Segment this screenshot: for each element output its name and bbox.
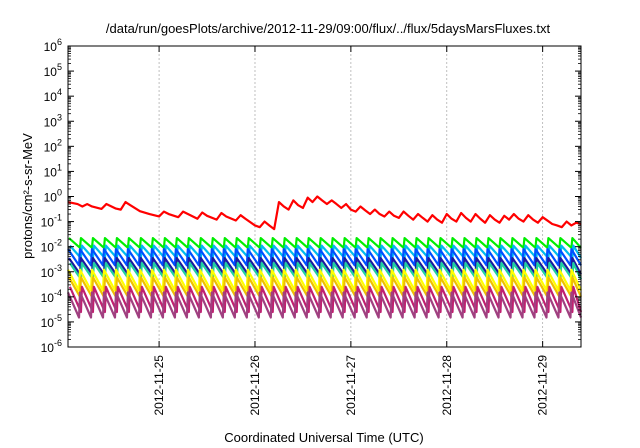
y-tick-label: 102 xyxy=(44,137,62,154)
x-tick-label: 2012-11-27 xyxy=(344,355,358,416)
series-line xyxy=(67,268,582,292)
x-tick-label: 2012-11-25 xyxy=(152,355,166,416)
y-tick-label: 105 xyxy=(44,62,62,79)
y-axis-label: protons/cm²-s-sr-MeV xyxy=(20,133,35,259)
series-line xyxy=(66,291,583,319)
y-tick-label: 103 xyxy=(44,112,62,129)
y-tick-label: 10-4 xyxy=(41,288,62,305)
x-axis-ticks: 2012-11-25 2012-11-26 2012-11-27 2012-11-28… xyxy=(152,46,550,416)
y-tick-label: 10-3 xyxy=(41,263,62,280)
y-tick-label: 100 xyxy=(44,188,62,205)
x-axis-label: Coordinated Universal Time (UTC) xyxy=(224,430,423,445)
series-group xyxy=(66,195,583,319)
y-tick-label: 10-5 xyxy=(41,313,62,330)
y-tick-label: 10-6 xyxy=(41,338,62,355)
series-line xyxy=(68,257,582,276)
series-line xyxy=(67,248,582,267)
y-tick-label: 101 xyxy=(44,162,62,179)
y-tick-label: 104 xyxy=(44,87,62,104)
series-line xyxy=(68,276,583,298)
series-line xyxy=(67,195,582,231)
y-tick-label: 10-2 xyxy=(41,238,62,255)
y-tick-label: 10-1 xyxy=(41,213,62,230)
x-tick-label: 2012-11-29 xyxy=(536,355,550,416)
y-tick-label: 106 xyxy=(44,37,62,54)
series-line xyxy=(68,236,582,249)
x-tick-label: 2012-11-26 xyxy=(248,355,262,416)
y-axis-ticks: 10-6 10-5 10-4 10-3 10-2 10-1 100 101 102 103 104 1… xyxy=(41,37,581,355)
x-tick-label: 2012-11-28 xyxy=(440,355,454,416)
chart-title: /data/run/goesPlots/archive/2012-11-29/0… xyxy=(106,21,551,36)
